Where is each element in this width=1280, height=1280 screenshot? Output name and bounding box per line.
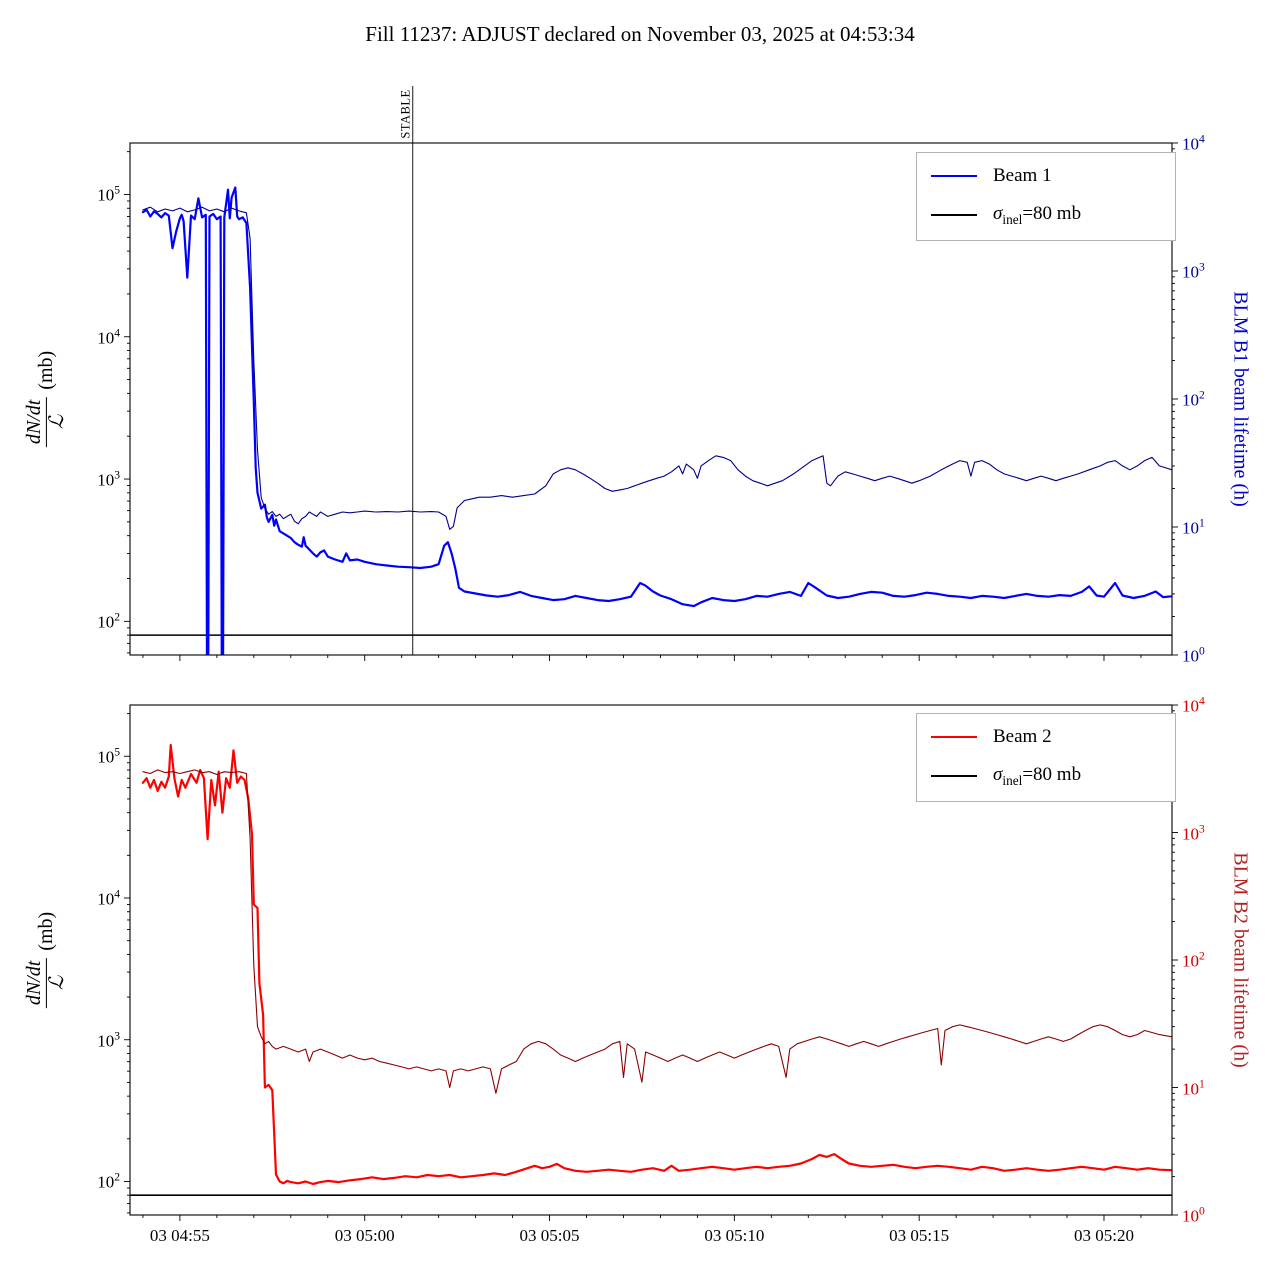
blm-b2-lifetime: [142, 769, 1172, 1094]
x-tick-label: 03 05:00: [334, 1226, 395, 1245]
x-tick-label: 03 05:05: [519, 1226, 580, 1245]
left-tick-label: 102: [97, 1171, 120, 1192]
sigma-line-sample: [931, 775, 977, 778]
right-tick-label: 102: [1182, 949, 1205, 971]
legend-entry-beam2: Beam 2: [931, 726, 1161, 748]
legend-label-sigma: σinel=80 mb: [993, 764, 1082, 788]
legend-entry-beam1: Beam 1: [931, 165, 1161, 187]
right-tick-label: 103: [1182, 822, 1205, 843]
right-tick-label: 102: [1182, 388, 1205, 410]
right-tick-label: 103: [1182, 260, 1205, 282]
right-tick-label: 101: [1182, 516, 1205, 538]
legend-label-sigma: σinel=80 mb: [993, 203, 1082, 227]
blm-b1-lifetime: [142, 206, 1172, 530]
right-tick-label: 100: [1182, 644, 1205, 666]
beam1-dndt-over-lumi: [141, 186, 1172, 655]
beam1-line-sample: [931, 175, 977, 177]
figure-title: Fill 11237: ADJUST declared on November …: [365, 22, 915, 46]
right-tick-label: 101: [1182, 1077, 1205, 1098]
legend-label-beam2: Beam 2: [993, 726, 1052, 747]
beam2-dndt-over-lumi: [141, 743, 1172, 1186]
legend-beam1: Beam 1 σinel=80 mb: [916, 152, 1176, 241]
x-tick-label: 03 05:10: [704, 1226, 765, 1245]
right-tick-label: 100: [1182, 1204, 1205, 1226]
x-tick-label: 03 05:20: [1073, 1226, 1134, 1245]
legend-entry-sigma: σinel=80 mb: [931, 203, 1161, 228]
left-tick-label: 102: [97, 611, 120, 632]
beam2-line-sample: [931, 736, 977, 738]
left-tick-label: 104: [97, 887, 120, 909]
left-tick-label: 105: [97, 745, 120, 767]
sigma-line-sample: [931, 214, 977, 217]
legend-beam2: Beam 2 σinel=80 mb: [916, 713, 1176, 802]
right-tick-label: 104: [1182, 132, 1205, 154]
legend-entry-sigma: σinel=80 mb: [931, 764, 1161, 789]
legend-label-beam1: Beam 1: [993, 165, 1052, 186]
x-tick-label: 03 04:55: [149, 1226, 210, 1245]
x-tick-label: 03 05:15: [889, 1226, 950, 1245]
left-tick-label: 105: [97, 184, 120, 205]
left-tick-label: 104: [97, 326, 120, 348]
right-tick-label: 104: [1182, 694, 1205, 716]
left-tick-label: 103: [97, 468, 120, 490]
left-tick-label: 103: [97, 1029, 120, 1051]
